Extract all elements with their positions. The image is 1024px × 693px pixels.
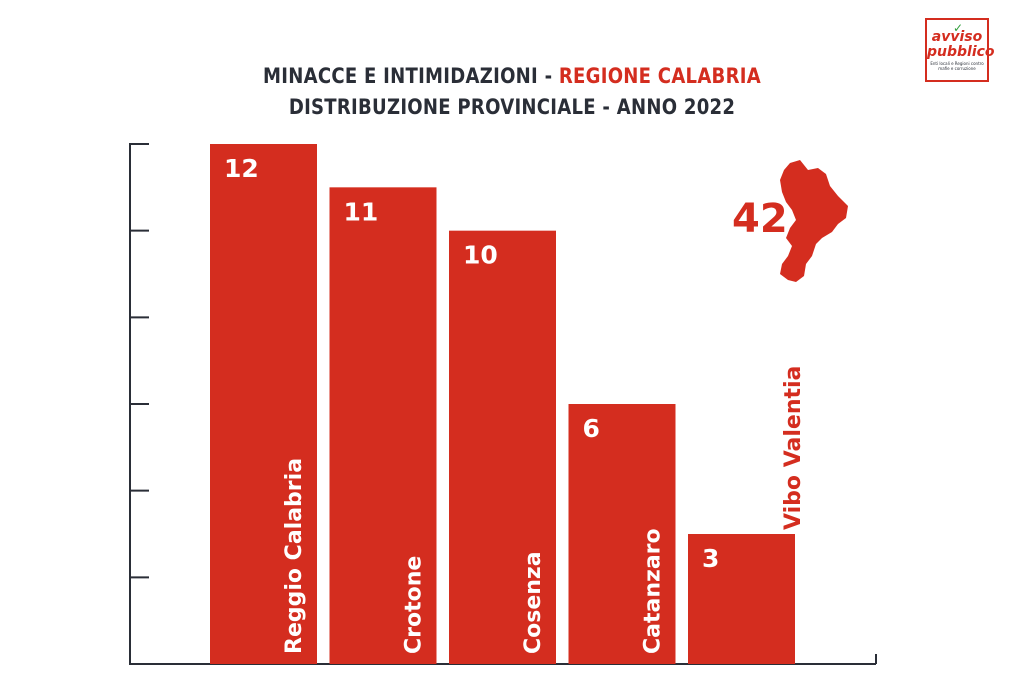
category-label: Catanzaro bbox=[641, 528, 666, 654]
logo-line1: avviso bbox=[931, 29, 983, 45]
bar-catanzaro bbox=[568, 404, 676, 664]
data-label: 12 bbox=[224, 154, 259, 183]
category-label: Crotone bbox=[402, 556, 427, 654]
bar-cosenza bbox=[449, 230, 556, 664]
data-label: 11 bbox=[344, 197, 379, 226]
logo-tagline: Enti locali e Regioni contro mafie e cor… bbox=[930, 61, 984, 71]
avviso-pubblico-logo: ✓ avviso pubblico Enti locali e Regioni … bbox=[925, 18, 995, 82]
title-part1: MINACCE E INTIMIDAZIONI - bbox=[263, 64, 559, 88]
data-label: 10 bbox=[463, 241, 498, 270]
chart-title-line1: MINACCE E INTIMIDAZIONI - REGIONE CALABR… bbox=[72, 64, 953, 88]
category-label: Cosenza bbox=[521, 551, 546, 654]
bar-reggio-calabria bbox=[210, 144, 317, 664]
bar-vibo-valentia bbox=[688, 534, 795, 664]
bar-crotone bbox=[329, 187, 437, 665]
title-part2: REGIONE CALABRIA bbox=[558, 64, 761, 88]
data-label: 6 bbox=[583, 414, 600, 443]
chart-title-line2: DISTRIBUZIONE PROVINCIALE - ANNO 2022 bbox=[288, 95, 736, 119]
data-label: 3 bbox=[702, 544, 719, 573]
total-value: 42 bbox=[732, 196, 788, 242]
calabria-map-icon bbox=[780, 160, 848, 282]
category-label: Reggio Calabria bbox=[282, 458, 307, 654]
check-icon: ✓ bbox=[953, 21, 964, 35]
category-label: Vibo Valentia bbox=[781, 366, 806, 530]
logo-line2: pubblico bbox=[927, 44, 995, 60]
